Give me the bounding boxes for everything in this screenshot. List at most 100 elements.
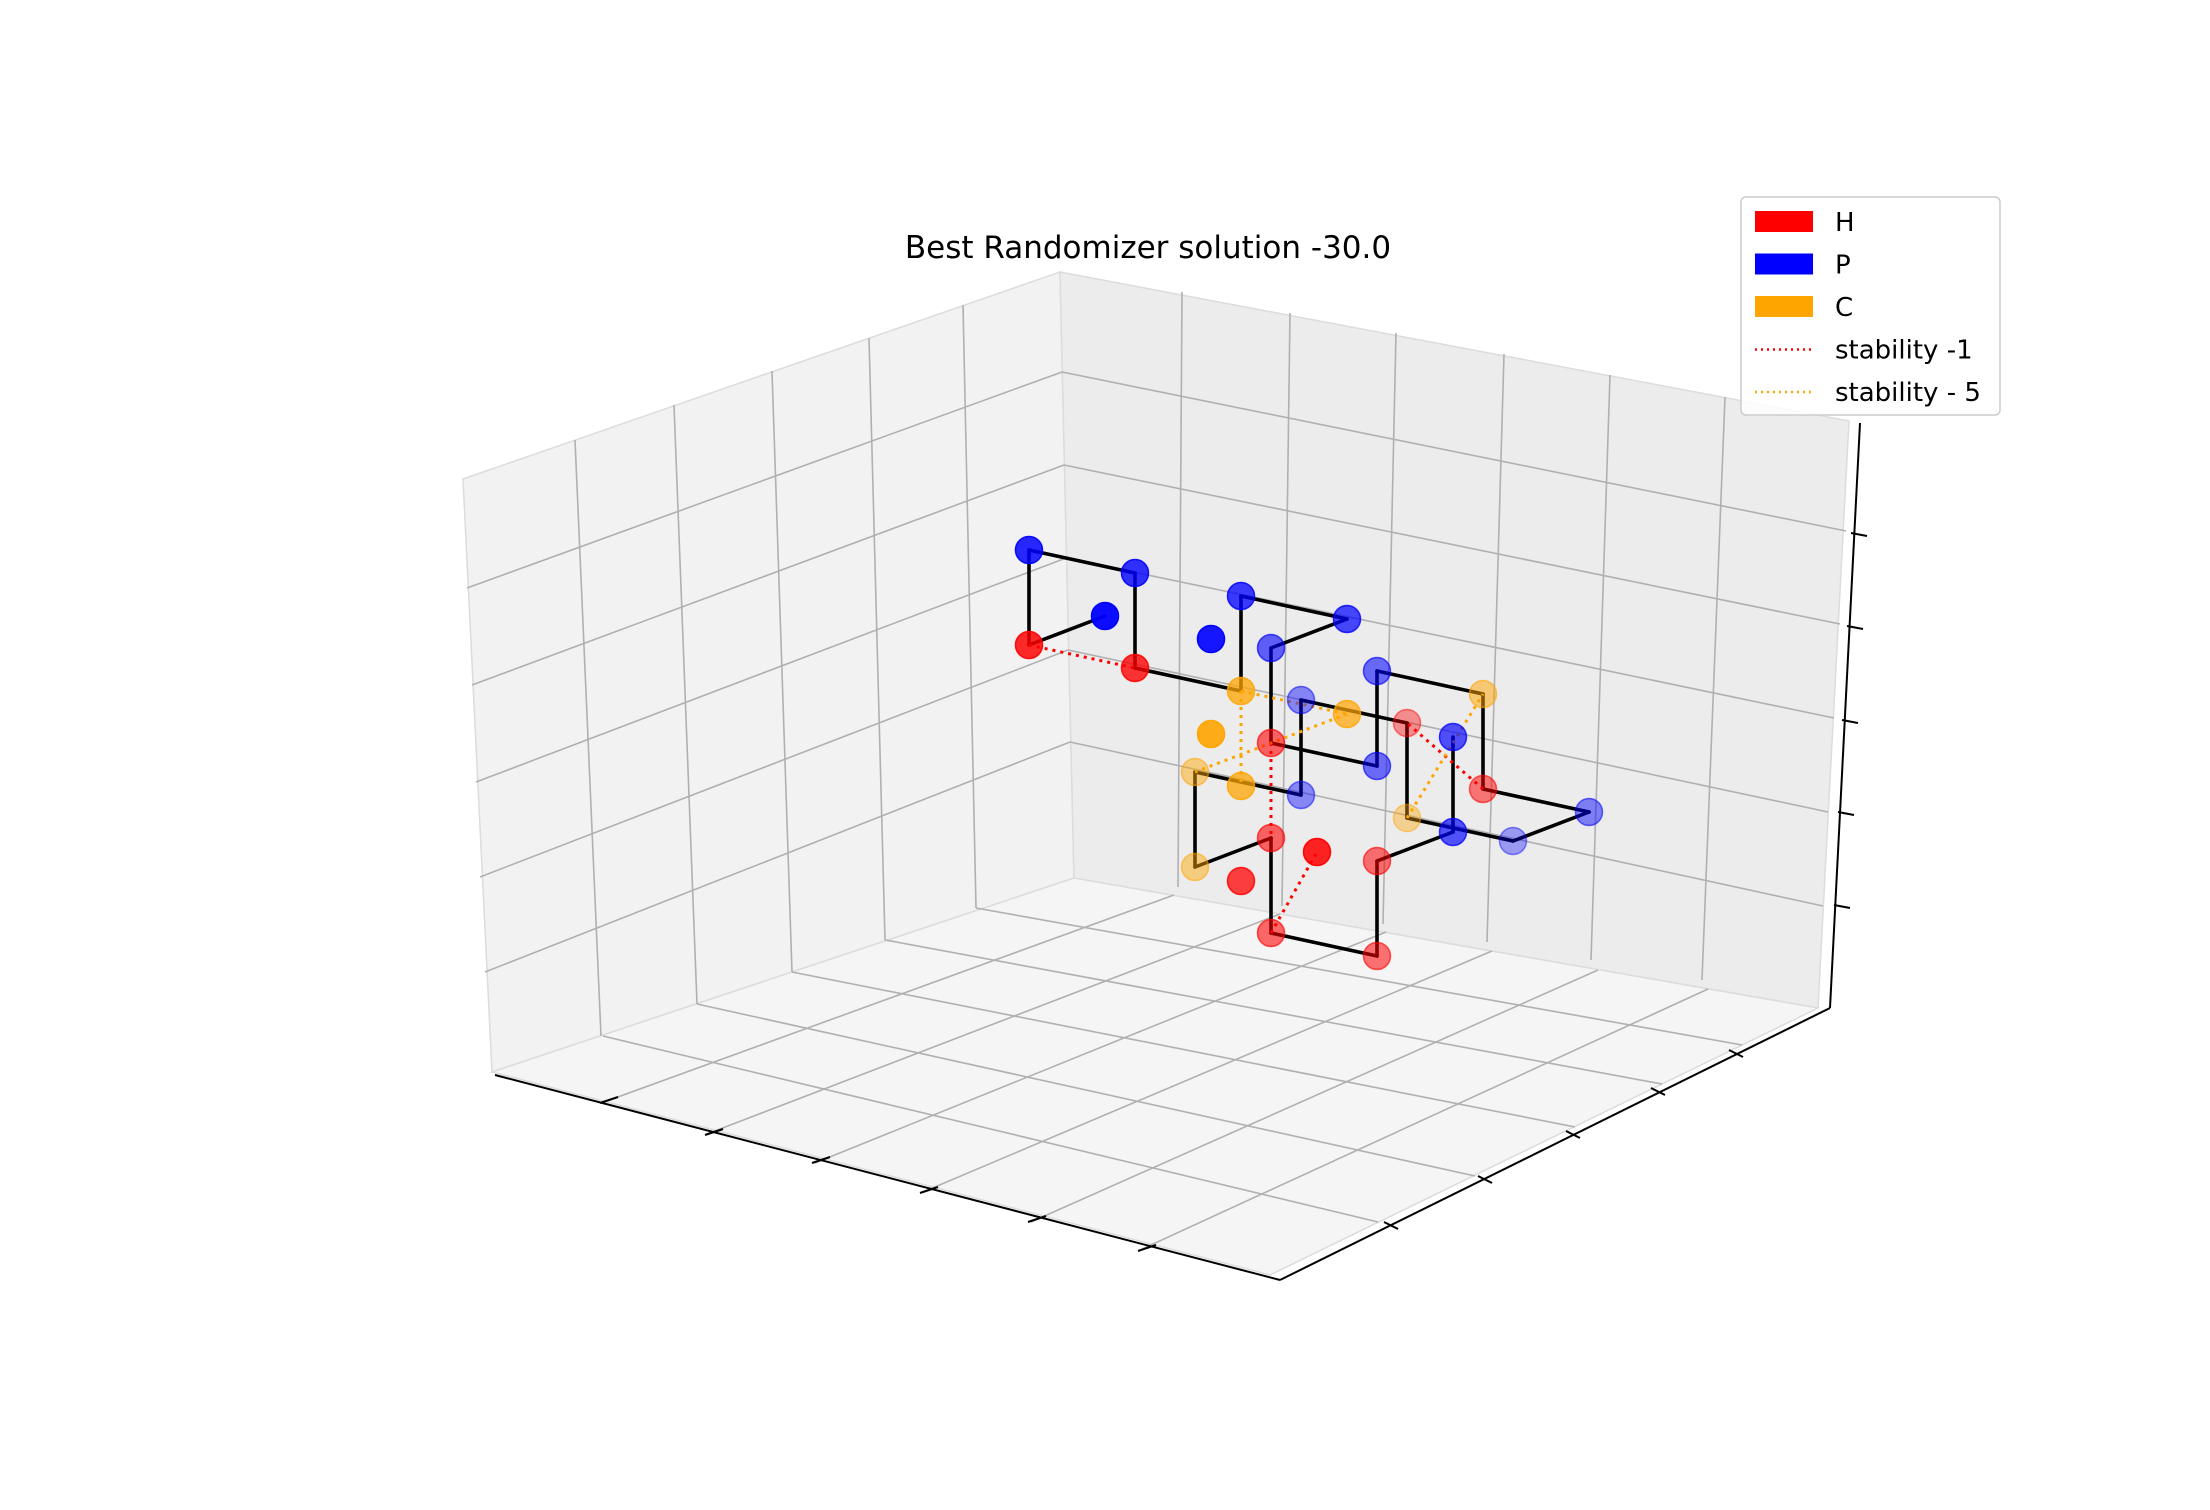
y-tick	[1383, 1221, 1399, 1230]
gridline	[1590, 374, 1611, 961]
residue-C-point	[1226, 676, 1256, 706]
floor-pane	[489, 877, 1821, 1276]
gridline	[1030, 969, 1599, 1223]
y-tick	[1650, 1087, 1666, 1096]
residue-H-point	[1120, 653, 1150, 683]
point-layer	[1014, 535, 1604, 971]
gridline	[1382, 332, 1397, 925]
chain-bond	[1269, 741, 1379, 768]
x-tick	[704, 1128, 724, 1136]
residue-H-point	[1362, 941, 1392, 971]
chain-bond	[1133, 666, 1243, 693]
residue-C-point	[1468, 679, 1498, 709]
residue-P-point	[1286, 780, 1316, 810]
chain-bond	[1375, 669, 1485, 696]
z-tick	[1833, 904, 1851, 909]
residue-C-point	[1180, 757, 1210, 787]
y-axis-line	[1279, 1007, 1831, 1281]
z-tick	[1837, 811, 1855, 816]
residue-P-point	[1226, 581, 1256, 611]
legend-label: stability - 5	[1835, 378, 1981, 408]
chain-bond	[1269, 931, 1379, 958]
residue-H-point	[1226, 866, 1256, 896]
gridline	[1281, 312, 1291, 907]
gridline	[962, 304, 977, 909]
gridline	[479, 649, 1069, 878]
gridline	[814, 931, 1387, 1164]
gridline	[1139, 988, 1709, 1251]
residue-P-point	[1498, 826, 1528, 856]
x-tick	[1027, 1215, 1047, 1223]
residue-P-point	[1256, 633, 1286, 663]
gridline	[791, 971, 1576, 1128]
legend-swatch-h	[1755, 211, 1813, 232]
residue-P-point	[1362, 751, 1392, 781]
gridline	[1063, 464, 1841, 625]
x-tick	[811, 1156, 831, 1164]
residue-C-point	[1196, 719, 1226, 749]
gridline	[1177, 291, 1183, 888]
residue-P-point	[1438, 722, 1468, 752]
residue-P-point	[1014, 535, 1044, 565]
gridline	[1701, 396, 1726, 981]
y-tick	[1477, 1175, 1493, 1184]
gridline	[466, 371, 1063, 589]
axis-lines	[494, 422, 1868, 1281]
x-tick	[599, 1096, 619, 1104]
residue-H-point	[1256, 918, 1286, 948]
residue-P-point	[1332, 604, 1362, 634]
residue-P-point	[1120, 558, 1150, 588]
z-axis-line	[1829, 422, 1861, 1009]
gridline	[602, 1035, 1379, 1223]
residue-P-point	[1090, 601, 1120, 631]
residue-C-point	[1180, 852, 1210, 882]
residue-P-point	[1286, 685, 1316, 715]
chart-title: Best Randomizer solution -30.0	[905, 230, 1391, 266]
x-tick	[1137, 1244, 1157, 1252]
legend-swatch-p	[1755, 253, 1813, 275]
axes-panes	[462, 270, 1850, 1276]
gridline	[1065, 557, 1835, 719]
residue-H-point	[1014, 630, 1044, 660]
z-tick	[1846, 625, 1864, 630]
residue-H-point	[1302, 837, 1332, 867]
residue-H-point	[1256, 823, 1286, 853]
residue-H-point	[1468, 774, 1498, 804]
gridline	[868, 337, 886, 941]
gridline	[771, 370, 793, 973]
gridline	[696, 1003, 1476, 1177]
gridline	[574, 439, 602, 1037]
x-tick	[919, 1186, 939, 1194]
residue-P-point	[1438, 817, 1468, 847]
legend-label: stability -1	[1835, 336, 1973, 366]
residue-H-point	[1392, 708, 1422, 738]
legend-label: P	[1835, 251, 1851, 281]
y-tick	[1728, 1049, 1744, 1058]
x-axis-line	[494, 1074, 1281, 1281]
y-tick	[1565, 1130, 1581, 1139]
residue-P-point	[1574, 797, 1604, 827]
gridline	[1486, 353, 1505, 943]
legend-label: H	[1835, 208, 1855, 238]
stability-c-contact	[1405, 693, 1485, 819]
legend-swatch-c	[1755, 296, 1813, 317]
residue-C-point	[1392, 803, 1422, 833]
residue-P-point	[1362, 656, 1392, 686]
gridline	[884, 939, 1663, 1085]
legend-frame	[1740, 196, 2001, 416]
gridline	[475, 557, 1067, 783]
gridline	[922, 950, 1493, 1193]
z-tick	[1841, 719, 1859, 724]
stability-c-contact	[1240, 689, 1348, 716]
gridline	[603, 894, 1175, 1103]
stability-h-contact	[1028, 643, 1136, 670]
chain-bond	[1239, 594, 1349, 621]
z-tick	[1850, 532, 1868, 537]
gridline	[706, 913, 1281, 1135]
residue-H-point	[1256, 728, 1286, 758]
chain-bond	[1481, 787, 1591, 814]
gridline	[975, 907, 1743, 1046]
residue-C-point	[1226, 771, 1256, 801]
